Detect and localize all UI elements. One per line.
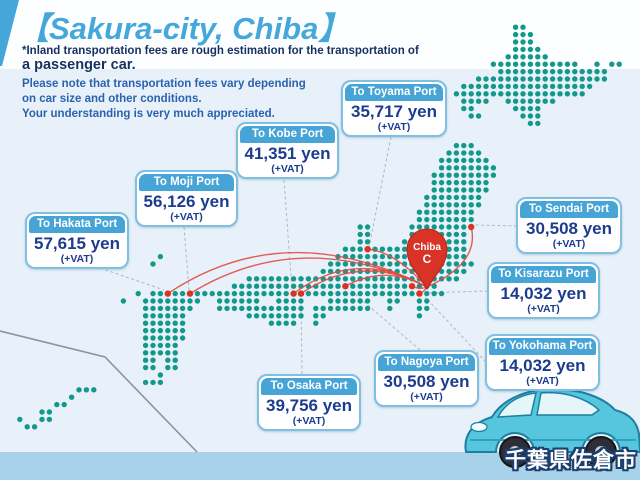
disclaimer-line-2: a passenger car. xyxy=(22,57,136,73)
city-name-overlay: 千葉県佐倉市 xyxy=(505,449,637,472)
pin-label-line1: Chiba xyxy=(413,242,441,253)
disclaimer-line-4: on car size and other conditions. xyxy=(22,93,202,105)
okinawa-inset-border xyxy=(0,330,198,453)
disclaimer-line-1: *Inland transportation fees are rough es… xyxy=(22,45,419,57)
pin-label-line2: C xyxy=(423,252,432,266)
top-white-band xyxy=(0,0,640,69)
disclaimer-line-5: Your understanding is very much apprecia… xyxy=(22,108,275,120)
japan-dot-map xyxy=(17,24,622,430)
chiba-pin: Chiba C xyxy=(406,228,448,290)
port-marker-dots xyxy=(164,223,475,297)
corner-stripe xyxy=(0,0,19,66)
car-illustration xyxy=(464,388,640,468)
bottom-blue-band xyxy=(0,452,640,480)
disclaimer-line-3: Please note that transportation fees var… xyxy=(22,78,306,90)
page-title: 【Sakura-city, Chiba】 xyxy=(18,11,350,46)
